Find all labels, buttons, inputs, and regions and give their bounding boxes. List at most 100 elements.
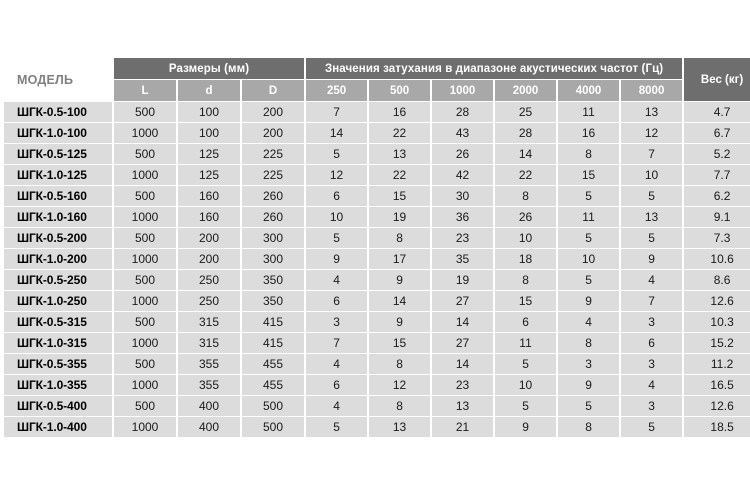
cell-freq-8000: 13 <box>621 102 683 122</box>
cell-diameter-outer: 225 <box>242 144 305 164</box>
cell-diameter-inner: 125 <box>178 165 240 185</box>
cell-diameter-outer: 350 <box>242 270 305 290</box>
cell-freq-1000: 27 <box>432 291 494 311</box>
cell-model: ШГК-1.0-250 <box>4 291 112 311</box>
cell-freq-8000: 12 <box>621 123 683 143</box>
cell-model: ШГК-0.5-400 <box>4 396 112 416</box>
table-row: ШГК-1.0-400 1000 400 500 5 13 21 9 8 5 18.5 <box>4 417 750 437</box>
cell-freq-2000: 14 <box>495 144 557 164</box>
cell-freq-4000: 11 <box>558 102 620 122</box>
cell-freq-250: 4 <box>306 396 368 416</box>
column-header-freq-250: 250 <box>306 80 368 101</box>
cell-freq-2000: 11 <box>495 333 557 353</box>
cell-freq-500: 17 <box>369 249 431 269</box>
column-header-weight: Вес (кг) <box>684 58 750 101</box>
cell-weight: 7.3 <box>684 228 750 248</box>
cell-length: 1000 <box>114 417 176 437</box>
cell-diameter-inner: 200 <box>178 249 240 269</box>
cell-length: 1000 <box>114 165 176 185</box>
header-sub-row: L d D 250 500 1000 2000 4000 8000 <box>4 80 750 101</box>
cell-freq-8000: 3 <box>621 354 683 374</box>
cell-length: 500 <box>114 312 176 332</box>
cell-freq-500: 8 <box>369 396 431 416</box>
cell-freq-4000: 5 <box>558 186 620 206</box>
cell-weight: 11.2 <box>684 354 750 374</box>
column-header-freq-500: 500 <box>369 80 431 101</box>
cell-diameter-inner: 355 <box>178 354 240 374</box>
cell-diameter-inner: 315 <box>178 312 240 332</box>
specification-table-container: МОДЕЛЬ Размеры (мм) Значения затухания в… <box>0 57 750 438</box>
cell-freq-4000: 5 <box>558 270 620 290</box>
cell-freq-8000: 6 <box>621 333 683 353</box>
cell-freq-8000: 3 <box>621 396 683 416</box>
cell-weight: 9.1 <box>684 207 750 227</box>
cell-model: ШГК-0.5-250 <box>4 270 112 290</box>
table-row: ШГК-1.0-250 1000 250 350 6 14 27 15 9 7 12.6 <box>4 291 750 311</box>
cell-freq-1000: 42 <box>432 165 494 185</box>
column-header-freq-8000: 8000 <box>621 80 683 101</box>
cell-diameter-outer: 415 <box>242 333 305 353</box>
cell-freq-250: 7 <box>306 102 368 122</box>
table-row: ШГК-1.0-355 1000 355 455 6 12 23 10 9 4 16.5 <box>4 375 750 395</box>
cell-weight: 7.7 <box>684 165 750 185</box>
cell-freq-250: 5 <box>306 228 368 248</box>
cell-diameter-outer: 455 <box>242 375 305 395</box>
cell-freq-250: 7 <box>306 333 368 353</box>
cell-freq-1000: 19 <box>432 270 494 290</box>
cell-diameter-inner: 400 <box>178 417 240 437</box>
cell-model: ШГК-1.0-400 <box>4 417 112 437</box>
cell-freq-1000: 30 <box>432 186 494 206</box>
cell-weight: 6.7 <box>684 123 750 143</box>
cell-freq-250: 12 <box>306 165 368 185</box>
cell-diameter-outer: 260 <box>242 186 305 206</box>
cell-freq-4000: 9 <box>558 291 620 311</box>
cell-freq-250: 4 <box>306 354 368 374</box>
cell-freq-2000: 10 <box>495 375 557 395</box>
column-header-diameter-inner: d <box>178 80 240 101</box>
cell-freq-1000: 14 <box>432 354 494 374</box>
cell-diameter-outer: 200 <box>242 123 305 143</box>
cell-freq-500: 9 <box>369 270 431 290</box>
cell-diameter-outer: 300 <box>242 249 305 269</box>
cell-weight: 10.6 <box>684 249 750 269</box>
specification-table: МОДЕЛЬ Размеры (мм) Значения затухания в… <box>2 57 750 438</box>
cell-length: 1000 <box>114 207 176 227</box>
cell-freq-500: 8 <box>369 228 431 248</box>
cell-diameter-inner: 400 <box>178 396 240 416</box>
cell-freq-2000: 9 <box>495 417 557 437</box>
table-row: ШГК-0.5-160 500 160 260 6 15 30 8 5 5 6.2 <box>4 186 750 206</box>
cell-diameter-inner: 315 <box>178 333 240 353</box>
cell-freq-1000: 23 <box>432 375 494 395</box>
cell-freq-1000: 28 <box>432 102 494 122</box>
cell-model: ШГК-0.5-160 <box>4 186 112 206</box>
cell-diameter-inner: 355 <box>178 375 240 395</box>
cell-freq-8000: 5 <box>621 186 683 206</box>
cell-freq-4000: 5 <box>558 396 620 416</box>
cell-diameter-inner: 250 <box>178 291 240 311</box>
cell-diameter-outer: 200 <box>242 102 305 122</box>
cell-diameter-outer: 415 <box>242 312 305 332</box>
column-header-freq-2000: 2000 <box>495 80 557 101</box>
cell-freq-2000: 18 <box>495 249 557 269</box>
cell-freq-500: 22 <box>369 165 431 185</box>
table-row: ШГК-1.0-200 1000 200 300 9 17 35 18 10 9 10.6 <box>4 249 750 269</box>
cell-freq-8000: 4 <box>621 270 683 290</box>
cell-diameter-outer: 455 <box>242 354 305 374</box>
cell-freq-2000: 22 <box>495 165 557 185</box>
table-row: ШГК-0.5-400 500 400 500 4 8 13 5 5 3 12.6 <box>4 396 750 416</box>
cell-length: 500 <box>114 396 176 416</box>
cell-diameter-inner: 125 <box>178 144 240 164</box>
cell-freq-2000: 26 <box>495 207 557 227</box>
cell-freq-4000: 15 <box>558 165 620 185</box>
cell-freq-500: 14 <box>369 291 431 311</box>
table-row: ШГК-0.5-100 500 100 200 7 16 28 25 11 13 4.7 <box>4 102 750 122</box>
column-header-length: L <box>114 80 176 101</box>
cell-freq-500: 22 <box>369 123 431 143</box>
table-row: ШГК-0.5-315 500 315 415 3 9 14 6 4 3 10.3 <box>4 312 750 332</box>
table-row: ШГК-1.0-125 1000 125 225 12 22 42 22 15 10 7.7 <box>4 165 750 185</box>
cell-diameter-inner: 250 <box>178 270 240 290</box>
cell-freq-500: 8 <box>369 354 431 374</box>
cell-freq-2000: 5 <box>495 396 557 416</box>
cell-freq-250: 5 <box>306 144 368 164</box>
cell-length: 500 <box>114 228 176 248</box>
